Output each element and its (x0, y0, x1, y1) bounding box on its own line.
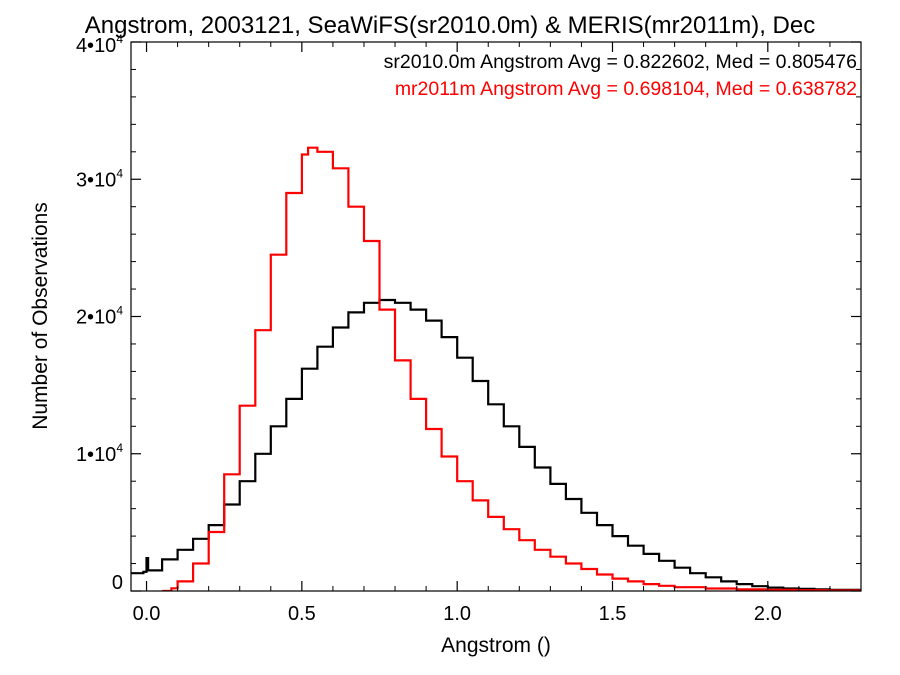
series-line-2 (162, 146, 861, 591)
y-tick-label: 1•104 (76, 441, 123, 466)
x-tick-label: 0.0 (133, 603, 161, 625)
x-tick-label: 1.0 (443, 603, 471, 625)
plot-frame (130, 41, 862, 592)
x-tick-label: 2.0 (754, 603, 782, 625)
x-axis-label: Angstrom () (441, 634, 551, 657)
x-tick-label: 1.5 (599, 603, 627, 625)
y-tick-label: 4•104 (76, 32, 123, 57)
y-tick-label: 2•104 (76, 304, 123, 329)
legend-entry-1: sr2010.0m Angstrom Avg = 0.822602, Med =… (384, 51, 857, 73)
x-tick-label: 0.5 (288, 603, 316, 625)
legend-entry-2: mr2011m Angstrom Avg = 0.698104, Med = 0… (395, 78, 857, 100)
y-tick-label: 3•104 (76, 166, 123, 191)
chart-title: Angstrom, 2003121, SeaWiFS(sr2010.0m) & … (85, 12, 815, 39)
axis-layer: 0.0 0.5 1.0 1.5 2.0 0 1•104 2•104 3•104 4•104 (76, 32, 861, 625)
y-axis-label: Number of Observations (29, 202, 52, 430)
y-tick-label: 0 (112, 572, 123, 594)
legend: sr2010.0m Angstrom Avg = 0.822602, Med =… (384, 51, 857, 100)
series-layer (131, 146, 861, 591)
